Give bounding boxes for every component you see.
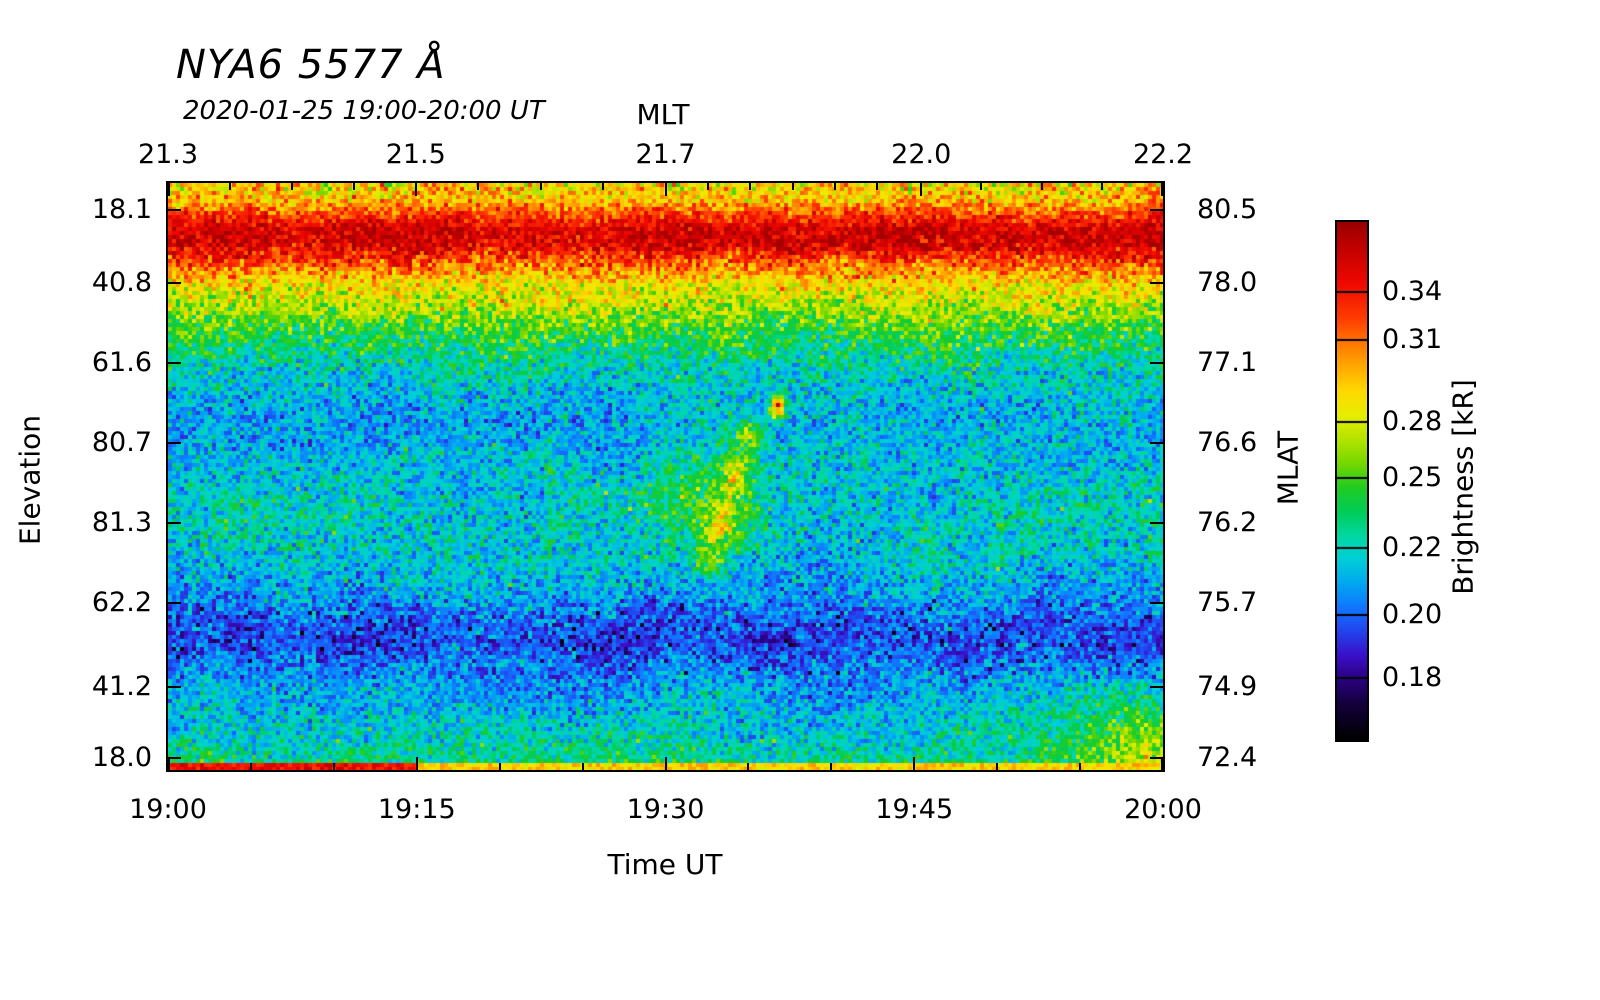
mlat-tick-label: 75.7 xyxy=(1197,587,1258,619)
axis-tick xyxy=(1079,763,1082,770)
axis-tick xyxy=(996,763,999,770)
axis-tick xyxy=(707,183,710,190)
time-tick-label: 19:15 xyxy=(377,794,456,825)
colorbar-tick-label: 0.25 xyxy=(1382,461,1443,493)
axis-tick xyxy=(1161,183,1163,196)
axis-tick xyxy=(876,183,879,190)
axis-tick xyxy=(332,763,335,770)
mlt-tick-label: 21.5 xyxy=(385,139,446,170)
axis-tick xyxy=(1040,183,1043,190)
axis-tick xyxy=(415,757,418,770)
time-tick-label: 19:00 xyxy=(129,794,207,825)
chart-title: NYA6 5577 Å xyxy=(176,42,446,88)
axis-tick xyxy=(168,362,181,365)
axis-tick xyxy=(581,763,584,770)
mlat-tick-label: 76.2 xyxy=(1197,506,1258,538)
mlat-tick-label: 80.5 xyxy=(1197,194,1258,225)
left-axis-title-elevation: Elevation xyxy=(13,414,47,546)
colorbar-tick-label: 0.20 xyxy=(1382,598,1443,630)
chart-subtitle: 2020-01-25 19:00-20:00 UT xyxy=(183,96,545,126)
axis-tick xyxy=(747,763,750,770)
axis-tick xyxy=(601,183,604,190)
axis-tick xyxy=(168,183,170,196)
colorbar-tick-label: 0.31 xyxy=(1382,324,1443,356)
axis-tick xyxy=(291,183,294,190)
elevation-tick-label: 40.8 xyxy=(91,266,152,298)
axis-tick xyxy=(168,209,181,211)
mlat-tick-label: 76.6 xyxy=(1197,427,1258,459)
axis-tick xyxy=(168,686,181,689)
time-tick-label: 19:30 xyxy=(626,794,705,825)
axis-tick xyxy=(249,763,252,770)
axis-tick xyxy=(1150,209,1163,211)
axis-tick xyxy=(830,763,833,770)
heatmap-canvas xyxy=(168,183,1164,771)
colorbar-tick-label: 0.34 xyxy=(1382,275,1443,307)
mlat-tick-label: 78.0 xyxy=(1197,266,1258,298)
mlt-tick-label: 22.2 xyxy=(1132,139,1194,170)
axis-tick xyxy=(1150,362,1163,365)
time-tick-label: 19:45 xyxy=(875,794,954,825)
axis-tick xyxy=(1150,757,1163,760)
axis-tick xyxy=(168,442,181,445)
elevation-tick-label: 81.3 xyxy=(91,506,152,538)
elevation-tick-label: 80.7 xyxy=(91,427,152,459)
elevation-tick-label: 62.2 xyxy=(91,587,152,619)
colorbar-tick-label: 0.22 xyxy=(1382,531,1443,563)
axis-tick xyxy=(664,183,667,196)
elevation-tick-label: 41.2 xyxy=(91,671,152,703)
axis-tick xyxy=(1161,757,1163,770)
axis-tick xyxy=(979,183,982,190)
axis-tick xyxy=(833,183,836,190)
axis-tick xyxy=(1150,521,1163,524)
mlat-tick-label: 74.9 xyxy=(1197,671,1258,703)
bottom-axis-title-time-ut: Time UT xyxy=(607,848,723,881)
heatmap-plot-area xyxy=(168,183,1164,771)
elevation-tick-label: 61.6 xyxy=(91,347,152,379)
axis-tick xyxy=(749,183,752,190)
axis-tick xyxy=(477,183,480,190)
axis-tick xyxy=(913,757,916,770)
axis-tick xyxy=(168,521,181,524)
elevation-tick-label: 18.1 xyxy=(91,194,152,225)
axis-tick xyxy=(540,183,543,190)
mlt-tick-label: 21.3 xyxy=(137,139,199,170)
mlt-tick-label: 22.0 xyxy=(891,139,952,170)
axis-tick xyxy=(1101,183,1104,190)
axis-tick xyxy=(228,183,231,190)
colorbar-tick-label: 0.28 xyxy=(1382,405,1443,437)
axis-tick xyxy=(664,757,667,770)
elevation-tick-label: 18.0 xyxy=(91,742,152,774)
colorbar-tick-label: 0.18 xyxy=(1382,661,1443,693)
axis-tick xyxy=(414,183,417,196)
axis-tick xyxy=(168,602,181,605)
axis-tick xyxy=(920,183,923,196)
axis-tick xyxy=(791,183,794,190)
colorbar xyxy=(1335,220,1369,742)
axis-tick xyxy=(168,281,181,284)
axis-tick xyxy=(1150,442,1163,445)
time-tick-label: 20:00 xyxy=(1124,794,1202,825)
top-axis-title-mlt: MLT xyxy=(636,98,690,131)
axis-tick xyxy=(498,763,501,770)
mlat-tick-label: 72.4 xyxy=(1197,742,1258,774)
axis-tick xyxy=(168,757,181,760)
axis-tick xyxy=(1150,281,1163,284)
mlt-tick-label: 21.7 xyxy=(635,139,696,170)
colorbar-canvas xyxy=(1337,222,1367,740)
axis-tick xyxy=(1150,602,1163,605)
mlat-tick-label: 77.1 xyxy=(1197,347,1258,379)
axis-tick xyxy=(168,757,170,770)
axis-tick xyxy=(1150,686,1163,689)
axis-tick xyxy=(353,183,356,190)
